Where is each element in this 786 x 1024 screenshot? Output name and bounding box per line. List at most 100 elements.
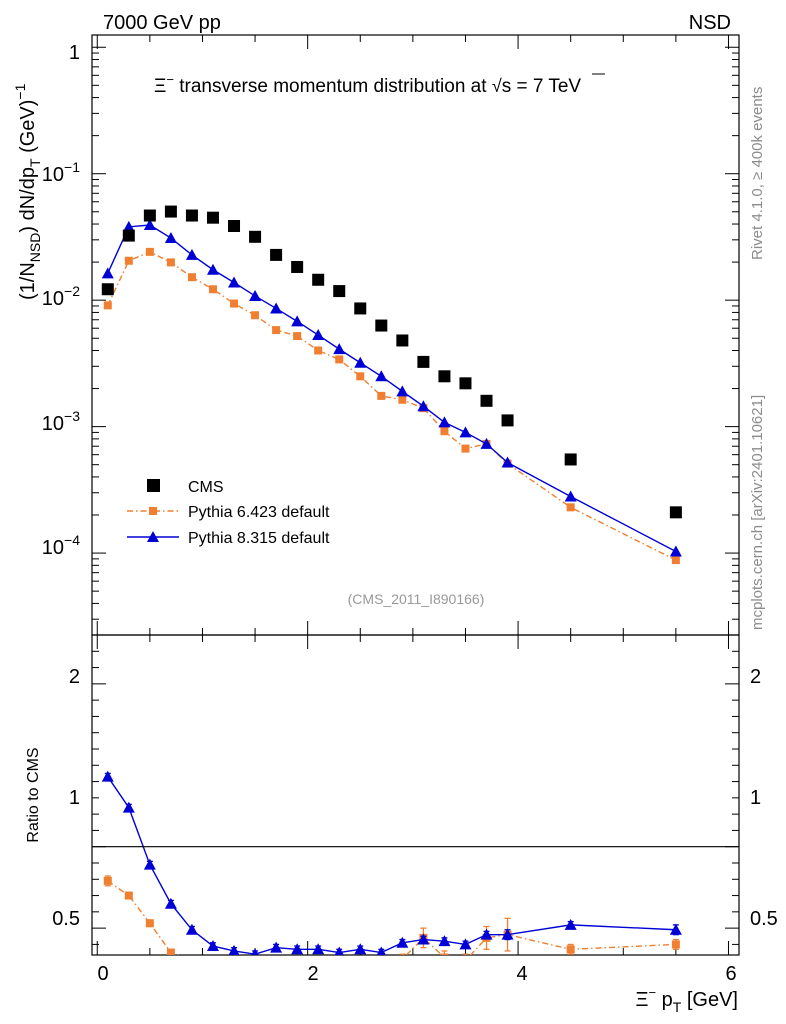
cms-point: [396, 334, 409, 347]
ratio-pythia6-point: [356, 958, 364, 966]
main-ytick-1e-2: 10−2: [42, 283, 80, 310]
mcplots-source-label: mcplots.cern.ch [arXiv:2401.10621]: [749, 395, 766, 630]
ratio-ytick-2-right: 2: [750, 666, 761, 688]
legend-label-cms: CMS: [188, 479, 224, 496]
legend-marker-pythia8: [147, 531, 159, 542]
main-ylabel: (1/NNSD) dN/dpT (GeV)−1: [12, 83, 43, 300]
ratio-pythia8-point: [291, 943, 304, 955]
cms-point: [270, 248, 283, 261]
legend-label-pythia8: Pythia 8.315 default: [188, 530, 330, 547]
ratio-pythia8-point: [251, 948, 259, 955]
pythia6-point: [145, 247, 154, 256]
ratio-pythia6-point: [188, 957, 196, 965]
ratio-pythia8-point: [164, 897, 177, 909]
pythia6-point: [230, 299, 239, 308]
ratio-pythia8-point: [376, 946, 386, 955]
pythia6-point: [335, 355, 344, 364]
ratio-pythia8-point: [122, 801, 135, 813]
ratio-pythia6-point: [272, 965, 280, 973]
pythia6-point: [314, 346, 323, 355]
xtick-4: 4: [516, 963, 527, 985]
pythia8-point: [270, 302, 283, 314]
ratio-pythia6-point: [461, 957, 469, 965]
ratio-pythia6-point: [103, 876, 112, 885]
ratio-pythia8-line: [107, 776, 676, 955]
ratio-pythia6-point: [566, 945, 575, 954]
ratio-ytick-0.5-right: 0.5: [750, 908, 778, 930]
ratio-pythia6-point: [377, 960, 385, 968]
pythia8-point: [396, 385, 409, 397]
ratio-pythia8-point: [354, 943, 367, 955]
cms-point: [206, 211, 219, 224]
pythia6-point: [671, 556, 680, 565]
pythia8-line: [107, 224, 677, 553]
cms-point: [185, 209, 198, 222]
pythia8-point: [438, 416, 451, 428]
pythia8-point: [375, 370, 388, 382]
pythia6-point: [251, 311, 260, 320]
cms-point: [459, 377, 472, 390]
ratio-ytick-1-right: 1: [750, 787, 761, 809]
cms-point: [164, 205, 177, 218]
ratio-ylabel: Ratio to CMS: [25, 747, 42, 842]
cms-point: [354, 302, 367, 315]
main-data-layer: [101, 205, 682, 565]
cms-point: [333, 285, 346, 298]
pythia6-point: [187, 273, 196, 282]
ratio-pythia6-point: [251, 966, 259, 974]
ratio-ytick-0.5: 0.5: [52, 908, 80, 930]
pythia8-point: [333, 343, 346, 355]
pythia8-point: [228, 276, 241, 288]
ratio-pythia8-point: [501, 928, 514, 940]
ratio-pythia8-point: [438, 935, 451, 947]
ratio-pythia6-point: [145, 919, 154, 928]
analysis-id: (CMS_2011_I890166): [348, 591, 485, 607]
ratio-pythia8-point: [312, 943, 325, 955]
ratio-pythia6-point: [440, 953, 449, 955]
pythia8-point: [101, 267, 114, 279]
legend-marker-pythia6: [149, 507, 157, 515]
pythia6-point: [461, 444, 470, 453]
ratio-ytick-1: 1: [69, 787, 80, 809]
legend-marker-cms: [147, 479, 160, 492]
ratio-pythia8-point: [564, 918, 577, 930]
ratio-data-layer: [101, 770, 682, 974]
main-ytick-1e-1: 10−1: [42, 159, 80, 186]
xtick-0: 0: [97, 963, 108, 985]
main-ytick-1e-3: 10−3: [42, 408, 80, 435]
cms-point: [101, 283, 114, 296]
cms-point: [143, 209, 156, 222]
cms-point: [249, 230, 262, 243]
pythia8-point: [122, 220, 135, 232]
xtick-6: 6: [725, 963, 736, 985]
cms-point: [564, 453, 577, 466]
ratio-ytick-2: 2: [69, 666, 80, 688]
ratio-pythia8-point: [396, 936, 409, 948]
pythia8-point: [564, 490, 577, 502]
ratio-pythia8-point: [228, 944, 240, 955]
main-ytick-1: 1: [69, 42, 80, 64]
xtick-2: 2: [307, 963, 318, 985]
main-axis-ticks: [92, 35, 739, 635]
legend: CMS Pythia 6.423 default Pythia 8.315 de…: [127, 479, 330, 547]
ratio-pythia6-point: [209, 960, 217, 968]
rivet-version-label: Rivet 4.1.0, ≥ 400k events: [749, 87, 766, 260]
cms-point: [228, 219, 241, 232]
ratio-pythia8-point: [101, 770, 114, 782]
cms-point: [438, 370, 451, 383]
pythia8-point: [417, 400, 430, 412]
cms-point: [417, 355, 430, 368]
pythia8-point: [480, 437, 493, 449]
pythia6-point: [103, 301, 112, 310]
ratio-pythia8-point: [334, 946, 344, 955]
xlabel: Ξ− pT [GeV]: [635, 985, 738, 1015]
cms-point: [375, 319, 388, 332]
pythia8-point: [206, 263, 219, 275]
pythia8-point: [291, 315, 304, 327]
pythia6-point: [293, 332, 302, 341]
cms-point: [122, 229, 135, 242]
ratio-axis-ticks: [92, 635, 739, 955]
pythia8-point: [143, 219, 156, 231]
header-process-label: NSD: [689, 12, 731, 34]
ratio-pythia8-point: [669, 923, 682, 935]
